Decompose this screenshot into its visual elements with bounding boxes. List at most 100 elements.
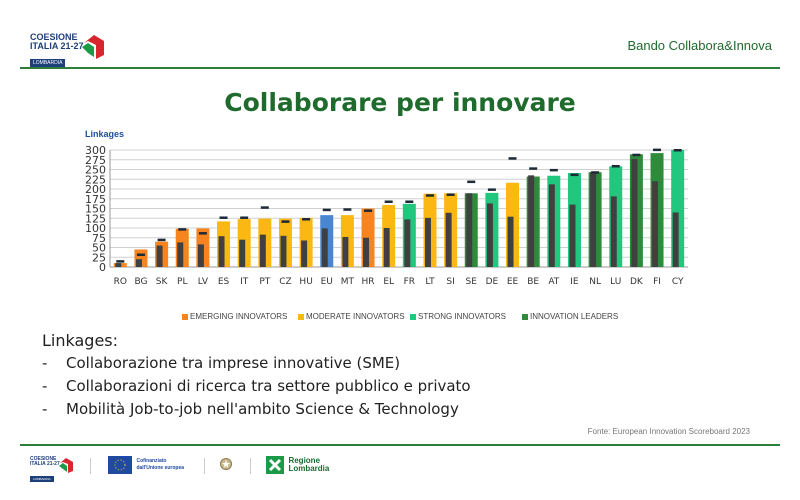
x-tick-label: SE [466, 277, 478, 287]
marker-FR [405, 200, 414, 203]
y-tick-label: 25 [92, 251, 106, 264]
x-tick-label: SK [156, 277, 169, 287]
inner-bar-IE [569, 204, 576, 267]
legend-swatch [298, 313, 304, 320]
legend-item-leader: INNOVATION LEADERS [522, 312, 618, 321]
inner-bar-IT [239, 239, 246, 267]
x-tick-label: FR [404, 277, 415, 287]
inner-bar-FI [652, 181, 659, 267]
x-tick-label: EE [507, 277, 519, 287]
inner-bar-ES [218, 236, 225, 267]
inner-bar-BE [528, 175, 535, 267]
marker-CY [673, 149, 682, 152]
marker-LU [611, 164, 620, 168]
legend-swatch [410, 313, 416, 320]
x-tick-label: LV [198, 277, 209, 287]
x-tick-label: DE [486, 277, 499, 287]
marker-IT [240, 216, 249, 219]
marker-EL [384, 200, 393, 203]
inner-bar-SI [445, 212, 452, 267]
y-tick-label: 125 [85, 212, 106, 225]
x-tick-label: BG [134, 277, 147, 287]
x-tick-label: HR [362, 277, 375, 287]
x-tick-label: EL [383, 277, 394, 287]
legend-item-moderate: MODERATE INNOVATORS [298, 312, 405, 321]
inner-bar-EE [507, 216, 514, 267]
inner-bar-LV [197, 244, 204, 267]
marker-RO [116, 260, 125, 263]
marker-SI [446, 193, 455, 196]
inner-bar-SE [466, 193, 473, 267]
marker-PT [260, 206, 269, 209]
x-tick-label: LU [610, 277, 621, 287]
y-tick-label: 250 [85, 164, 106, 177]
marker-ES [219, 216, 228, 219]
inner-bar-CY [672, 212, 679, 267]
cohesion-logo-icon [59, 458, 73, 473]
marker-HU [302, 218, 311, 221]
marker-MT [343, 208, 352, 211]
y-tick-label: 0 [99, 261, 106, 274]
y-tick-label: 175 [85, 193, 106, 206]
inner-bar-HU [301, 240, 308, 267]
marker-HR [364, 209, 373, 212]
inner-bar-LU [610, 196, 617, 267]
marker-DE [487, 188, 496, 191]
legend-swatch [182, 313, 188, 320]
marker-EE [508, 157, 517, 160]
logo-badge: LOMBARDIA [30, 59, 66, 67]
x-tick-label: PT [259, 277, 270, 287]
x-tick-label: FI [653, 277, 661, 287]
footer-separator [204, 458, 205, 474]
inner-bar-FR [404, 219, 411, 267]
inner-bar-SK [156, 245, 163, 267]
bullet-item: - Collaborazione tra imprese innovative (… [42, 354, 401, 372]
inner-bar-LT [424, 217, 431, 267]
header-divider [20, 67, 780, 69]
footer-divider [20, 444, 780, 446]
marker-DK [632, 153, 641, 157]
marker-CZ [281, 220, 290, 223]
y-tick-label: 300 [85, 144, 106, 157]
marker-LV [198, 232, 207, 235]
x-tick-label: EU [321, 277, 333, 287]
x-tick-label: SI [446, 277, 454, 287]
inner-bar-RO [115, 263, 122, 267]
marker-LT [425, 194, 434, 197]
source-note: Fonte: European Innovation Scoreboard 20… [587, 427, 750, 436]
x-tick-label: NL [589, 277, 601, 287]
inner-bar-MT [342, 236, 349, 267]
inner-bar-PL [177, 242, 184, 267]
x-tick-label: LT [425, 277, 435, 287]
logo-text-2: ITALIA 21-27 [30, 41, 84, 51]
x-tick-label: IT [240, 277, 249, 287]
bullet-item: - Collaborazioni di ricerca tra settore p… [42, 377, 471, 395]
italian-emblem-icon [220, 458, 232, 470]
legend-swatch [522, 313, 528, 320]
y-tick-label: 225 [85, 173, 106, 186]
inner-bar-CZ [280, 235, 287, 267]
cohesion-logo-icon [82, 35, 104, 59]
linkages-chart: Linkages 02550751001251501752002252502753… [85, 129, 688, 287]
legend-label: STRONG INNOVATORS [418, 312, 507, 321]
inner-bar-DK [631, 158, 638, 267]
legend-label: MODERATE INNOVATORS [306, 312, 405, 321]
bando-title: Bando Collabora&Innova [627, 38, 772, 53]
y-tick-label: 275 [85, 154, 106, 167]
legend-item-strong: STRONG INNOVATORS [410, 312, 506, 321]
legend-label: INNOVATION LEADERS [530, 312, 619, 321]
eu-flag-icon [108, 456, 132, 474]
inner-bar-EU [321, 228, 328, 267]
inner-bar-PT [259, 234, 266, 267]
legend-label: EMERGING INNOVATORS [190, 312, 288, 321]
lombardia-logo-icon [266, 456, 284, 474]
x-tick-label: ES [218, 277, 230, 287]
inner-bar-BG [135, 259, 142, 267]
y-tick-label: 100 [85, 222, 106, 235]
footer-logo-coesione: COESIONE ITALIA 21-27 LOMBARDIA [30, 457, 73, 485]
legend-item-emerging: EMERGING INNOVATORS [182, 312, 287, 321]
chart-title: Linkages [85, 129, 124, 139]
marker-EU [322, 208, 331, 212]
x-tick-label: DK [630, 277, 644, 287]
inner-bar-NL [590, 172, 597, 267]
